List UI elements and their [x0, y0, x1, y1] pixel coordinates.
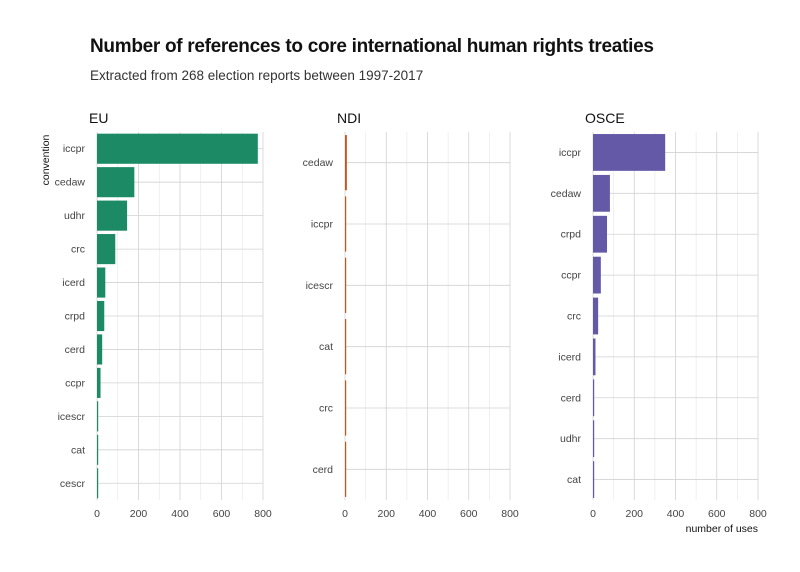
bar-ndi-iccpr: [345, 196, 347, 252]
bar-eu-icerd: [97, 267, 106, 298]
x-tick-label-eu: 600: [213, 508, 231, 520]
bar-eu-iccpr: [97, 133, 258, 164]
x-tick-label-eu: 200: [130, 508, 148, 520]
x-tick-label-osce: 200: [625, 508, 643, 520]
y-tick-label-ndi-cedaw: cedaw: [303, 157, 334, 169]
bar-eu-cerd: [97, 334, 103, 365]
bar-ndi-crc: [345, 380, 347, 436]
x-tick-label-eu: 0: [94, 508, 100, 520]
x-tick-label-eu: 400: [171, 508, 189, 520]
bar-eu-crc: [97, 234, 116, 265]
y-tick-label-eu-iccpr: iccpr: [63, 143, 86, 155]
y-tick-label-ndi-icescr: icescr: [306, 280, 334, 292]
y-tick-label-eu-icerd: icerd: [62, 277, 85, 289]
panel-title-eu: EU: [89, 110, 108, 126]
y-tick-label-osce-cat: cat: [567, 474, 581, 486]
x-tick-label-osce: 0: [590, 508, 596, 520]
y-tick-label-osce-crpd: crpd: [561, 229, 582, 241]
bar-eu-cat: [97, 434, 99, 465]
bar-eu-icescr: [97, 401, 99, 432]
y-tick-label-eu-udhr: udhr: [64, 210, 86, 222]
x-tick-label-osce: 400: [667, 508, 685, 520]
bar-ndi-cedaw: [345, 135, 347, 191]
y-tick-label-eu-cescr: cescr: [60, 478, 86, 490]
y-tick-label-osce-iccpr: iccpr: [559, 147, 582, 159]
bar-eu-cedaw: [97, 167, 135, 198]
y-axis-title: convention: [40, 134, 52, 185]
x-tick-label-osce: 600: [708, 508, 726, 520]
y-tick-label-osce-cerd: cerd: [561, 392, 582, 404]
bar-osce-udhr: [593, 420, 595, 458]
y-tick-label-ndi-crc: crc: [319, 403, 333, 415]
x-tick-label-osce: 800: [749, 508, 767, 520]
y-tick-label-ndi-iccpr: iccpr: [311, 219, 334, 231]
y-tick-label-osce-cedaw: cedaw: [551, 188, 582, 200]
y-tick-label-eu-crpd: crpd: [65, 311, 86, 323]
bar-osce-icerd: [593, 338, 596, 376]
bar-ndi-cerd: [345, 441, 347, 497]
y-tick-label-eu-icescr: icescr: [58, 411, 86, 423]
bar-osce-cerd: [593, 379, 595, 417]
y-tick-label-eu-crc: crc: [71, 244, 85, 256]
x-tick-label-ndi: 200: [377, 508, 395, 520]
y-tick-label-ndi-cerd: cerd: [313, 464, 334, 476]
y-tick-label-osce-icerd: icerd: [558, 351, 581, 363]
y-tick-label-eu-cerd: cerd: [65, 344, 86, 356]
y-tick-label-osce-crc: crc: [567, 311, 581, 323]
y-tick-label-ndi-cat: cat: [319, 341, 333, 353]
y-tick-label-eu-cedaw: cedaw: [55, 177, 86, 189]
bar-osce-iccpr: [593, 134, 666, 171]
chart-title: Number of references to core internation…: [90, 36, 654, 57]
panel-title-osce: OSCE: [585, 110, 625, 126]
bar-ndi-icescr: [345, 257, 347, 313]
x-tick-label-ndi: 600: [460, 508, 478, 520]
y-tick-label-eu-cat: cat: [71, 444, 85, 456]
y-tick-label-osce-ccpr: ccpr: [561, 270, 581, 282]
bar-osce-crpd: [593, 215, 608, 253]
bar-ndi-cat: [345, 319, 347, 375]
bar-eu-udhr: [97, 200, 128, 231]
bar-osce-cat: [593, 461, 595, 498]
bar-eu-crpd: [97, 300, 105, 332]
bar-osce-cedaw: [593, 174, 610, 212]
x-axis-title: number of uses: [686, 523, 758, 535]
bar-osce-ccpr: [593, 256, 601, 294]
chart-subtitle: Extracted from 268 election reports betw…: [90, 68, 424, 83]
bar-eu-cescr: [97, 468, 99, 499]
x-tick-label-ndi: 400: [419, 508, 437, 520]
x-tick-label-ndi: 0: [342, 508, 348, 520]
bar-eu-ccpr: [97, 367, 101, 398]
x-tick-label-ndi: 800: [501, 508, 519, 520]
y-tick-label-eu-ccpr: ccpr: [65, 377, 85, 389]
y-tick-label-osce-udhr: udhr: [560, 433, 582, 445]
bar-osce-crc: [593, 297, 599, 335]
x-tick-label-eu: 800: [254, 508, 272, 520]
panel-title-ndi: NDI: [337, 110, 361, 126]
